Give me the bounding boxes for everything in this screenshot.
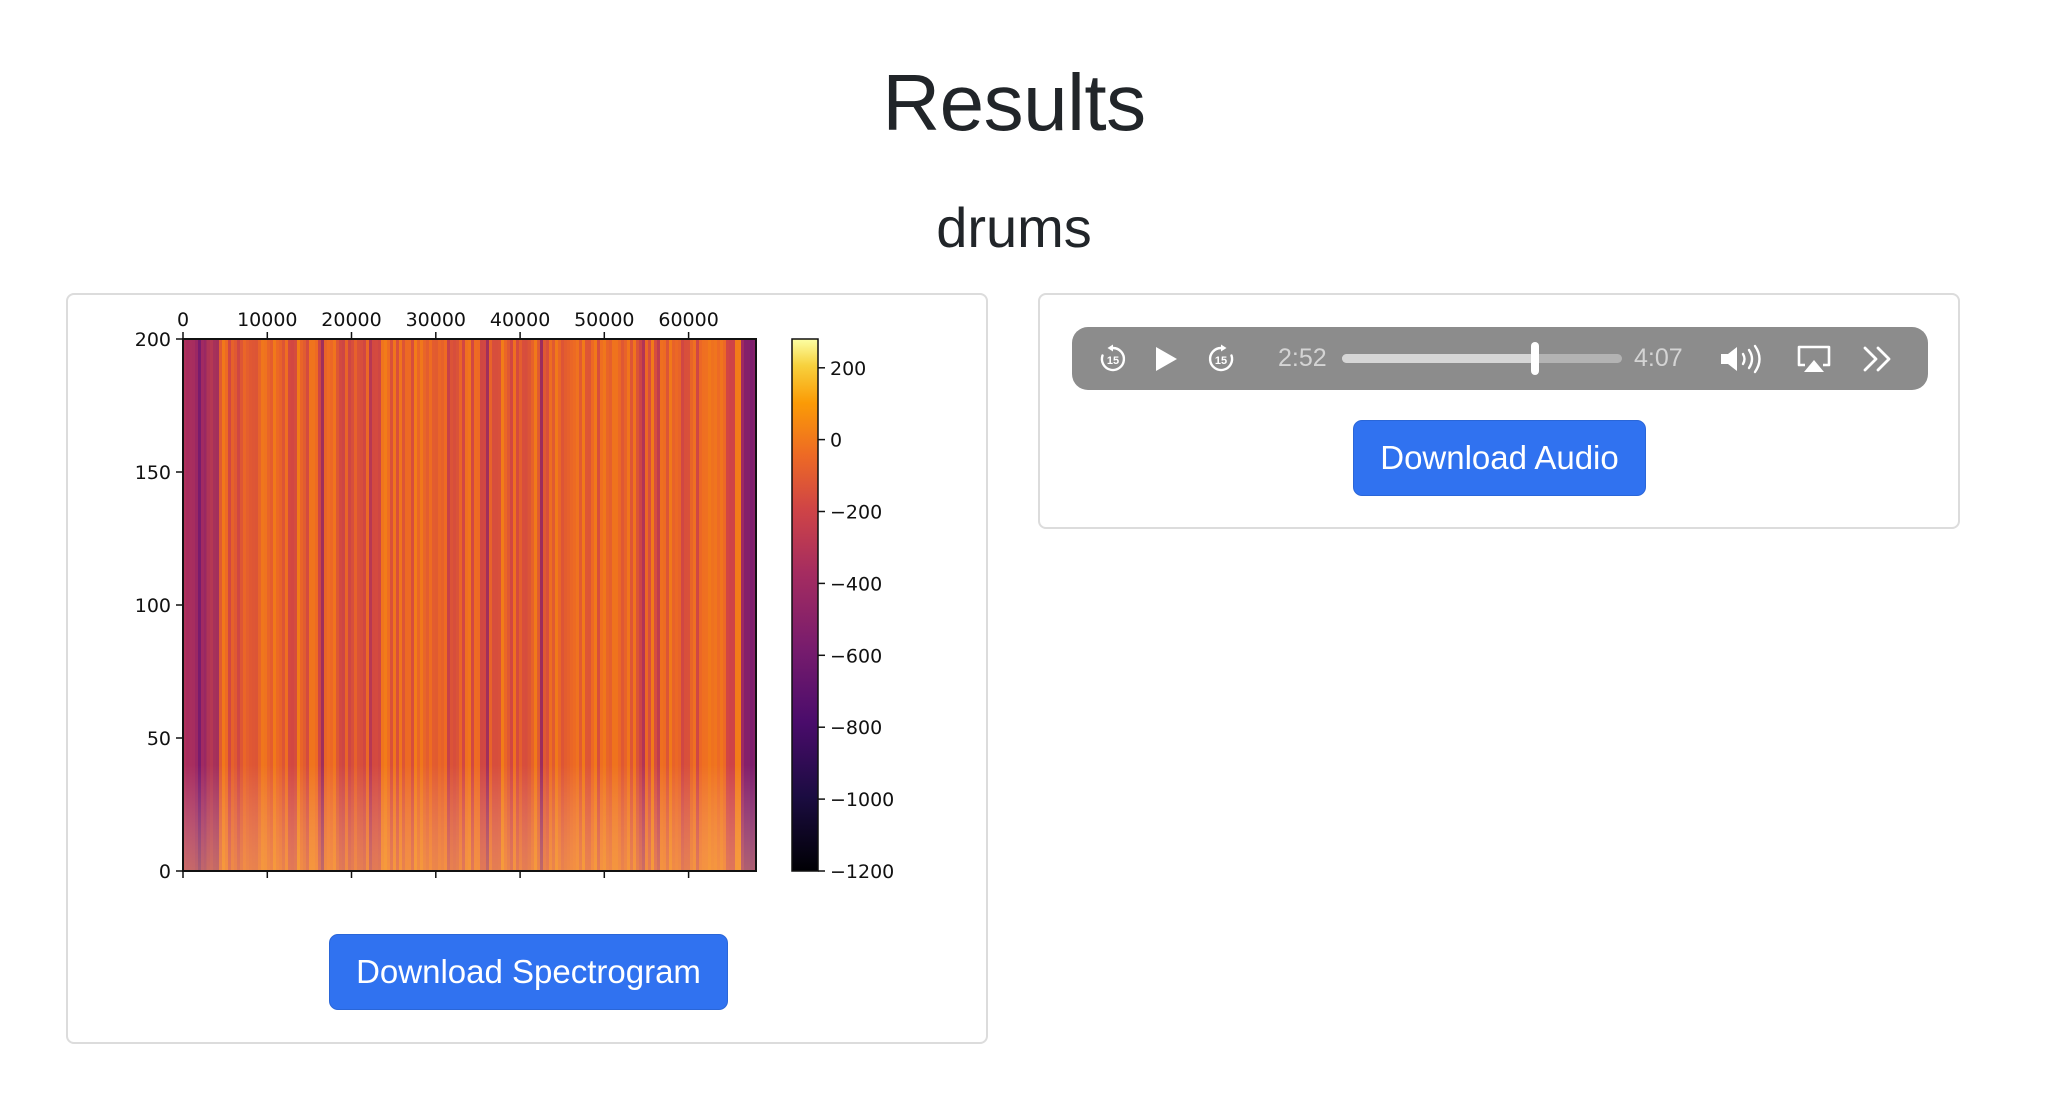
airplay-icon[interactable] (1794, 327, 1834, 390)
skip-forward-seconds: 15 (1215, 355, 1227, 367)
audio-player[interactable]: 15 15 2:52 4:07 (1072, 327, 1928, 390)
progress-slider[interactable] (1342, 342, 1622, 375)
colorbar-tick-label-0: 200 (830, 358, 866, 380)
x-tick-label-4: 40000 (490, 309, 550, 331)
download-audio-button[interactable]: Download Audio (1353, 420, 1646, 496)
y-tick-label-2: 100 (135, 595, 171, 617)
spectrogram-low-frequency-glow (183, 339, 756, 871)
x-tick-label-5: 50000 (574, 309, 634, 331)
play-icon[interactable] (1148, 327, 1184, 390)
y-tick-label-3: 150 (135, 462, 171, 484)
y-tick-label-4: 200 (135, 329, 171, 351)
x-tick-label-2: 20000 (321, 309, 381, 331)
audio-card: 15 15 2:52 4:07 (1038, 293, 1960, 529)
x-tick-label-0: 0 (177, 309, 189, 331)
progress-fill (1342, 354, 1536, 363)
colorbar-tick-label-1: 0 (830, 430, 842, 452)
y-axis: 0 50 100 150 200 (135, 329, 183, 883)
colorbar-tick-label-2: −200 (830, 502, 882, 524)
colorbar-tick-label-5: −800 (830, 717, 882, 739)
duration: 4:07 (1634, 344, 1683, 372)
colorbar-tick-label-4: −600 (830, 645, 882, 667)
skip-back-seconds: 15 (1107, 355, 1119, 367)
download-spectrogram-button[interactable]: Download Spectrogram (329, 934, 728, 1010)
x-tick-label-3: 30000 (406, 309, 466, 331)
y-tick-label-0: 0 (159, 861, 171, 883)
section-title: drums (936, 196, 1092, 259)
colorbar-tick-label-6: −1000 (830, 789, 894, 811)
x-axis: 0 10000 20000 30000 40000 50000 60000 (177, 309, 719, 878)
colorbar (791, 338, 819, 872)
spectrogram-card: 0 10000 20000 30000 40000 50000 60000 0 50 100 15… (66, 293, 988, 1044)
volume-icon[interactable] (1718, 327, 1768, 390)
progress-thumb[interactable] (1531, 342, 1540, 375)
current-time: 2:52 (1278, 344, 1327, 372)
skip-back-15-icon[interactable]: 15 (1092, 327, 1134, 390)
colorbar-axis: 200 0 −200 −400 −600 −800 −1000 −1200 (818, 358, 894, 883)
more-icon[interactable] (1858, 327, 1898, 390)
page-title: Results (882, 58, 1146, 147)
x-tick-label-1: 10000 (237, 309, 297, 331)
skip-forward-15-icon[interactable]: 15 (1200, 327, 1242, 390)
colorbar-tick-label-3: −400 (830, 573, 882, 595)
spectrogram-chart: 0 10000 20000 30000 40000 50000 60000 0 50 100 15… (135, 309, 895, 883)
x-tick-label-6: 60000 (658, 309, 718, 331)
colorbar-tick-label-7: −1200 (830, 861, 894, 883)
y-tick-label-1: 50 (147, 728, 171, 750)
